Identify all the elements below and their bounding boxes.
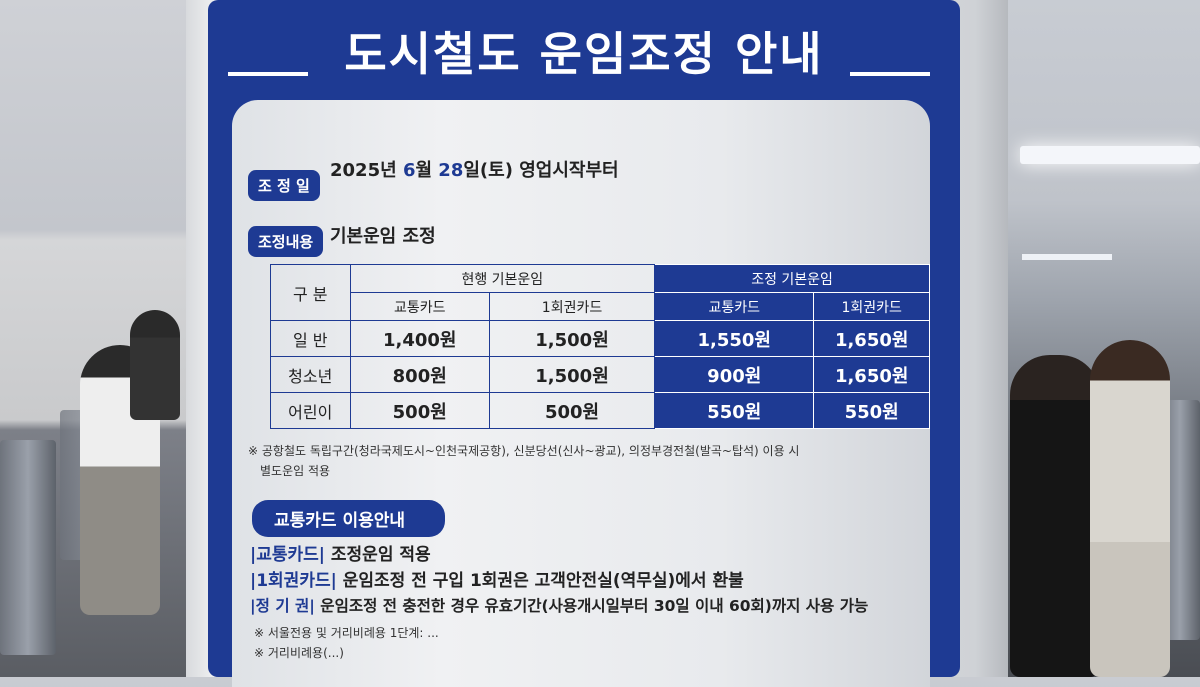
cell: 1,650원 xyxy=(813,356,930,393)
cell: 500원 xyxy=(488,392,656,429)
cell: 1,650원 xyxy=(813,320,930,357)
table-row: 어린이 500원 500원 550원 550원 xyxy=(270,392,930,429)
fare-notice-poster: 도시철도 운임조정 안내 조 정 일 2025년 6월 28일(토) 영업시작부… xyxy=(208,0,960,687)
content-label: 조정내용 xyxy=(248,226,324,257)
row-label: 어린이 xyxy=(270,392,351,429)
footnote: ※ 공항철도 독립구간(청라국제도시~인천국제공항), 신분당선(신사~광교),… xyxy=(248,444,800,458)
ceiling-light xyxy=(1022,254,1112,260)
section-title: 교통카드 이용안내 xyxy=(252,500,446,537)
cell: 1,500원 xyxy=(488,356,656,393)
cell: 1,500원 xyxy=(488,320,656,357)
content-value: 기본운임 조정 xyxy=(330,226,436,247)
cell: 1,400원 xyxy=(349,320,490,357)
footnote: ※ 서울전용 및 거리비례용 1단계: ... xyxy=(254,626,439,640)
ceiling-light xyxy=(1020,146,1200,164)
footnote: 별도운임 적용 xyxy=(260,464,331,478)
date-label: 조 정 일 xyxy=(248,170,320,201)
info-item: |교통카드| 조정운임 적용 xyxy=(250,545,431,565)
cell: 800원 xyxy=(349,356,490,393)
info-item: |1회권카드| 운임조정 전 구입 1회권은 고객안전실(역무실)에서 환불 xyxy=(250,571,744,591)
row-label: 청소년 xyxy=(270,356,351,393)
title-decoration xyxy=(850,72,930,76)
table-row: 청소년 800원 1,500원 900원 1,650원 xyxy=(270,356,930,393)
poster-content: 조 정 일 2025년 6월 28일(토) 영업시작부터 조정내용 기본운임 조… xyxy=(232,100,930,687)
fare-gate xyxy=(0,440,56,655)
person-walking xyxy=(1010,355,1100,677)
cell: 550원 xyxy=(654,392,815,429)
cell: 1,550원 xyxy=(654,320,815,357)
person-walking xyxy=(130,310,180,420)
table-row: 일 반 1,400원 1,500원 1,550원 1,650원 xyxy=(270,320,930,357)
header-current: 현행 기본운임 xyxy=(349,264,656,293)
cell: 500원 xyxy=(349,392,490,429)
header-category: 구 분 xyxy=(270,264,351,321)
subheader: 교통카드 xyxy=(349,292,490,321)
header-adjusted: 조정 기본운임 xyxy=(654,264,930,293)
cell: 900원 xyxy=(654,356,815,393)
row-label: 일 반 xyxy=(270,320,351,357)
subheader: 1회권카드 xyxy=(488,292,656,321)
info-item: |정 기 권| 운임조정 전 충전한 경우 유효기간(사용개시일부터 30일 이… xyxy=(250,597,869,615)
footnote: ※ 거리비례용(...) xyxy=(254,646,344,660)
title-decoration xyxy=(228,72,308,76)
cell: 550원 xyxy=(813,392,930,429)
subheader: 1회권카드 xyxy=(813,292,930,321)
date-value: 2025년 6월 28일(토) 영업시작부터 xyxy=(330,160,619,181)
person-walking xyxy=(1090,340,1170,677)
poster-title: 도시철도 운임조정 안내 xyxy=(344,27,824,81)
fare-table: 구 분 현행 기본운임 조정 기본운임 교통카드 1회권카드 교통카드 1회권카… xyxy=(270,264,930,429)
subheader: 교통카드 xyxy=(654,292,815,321)
